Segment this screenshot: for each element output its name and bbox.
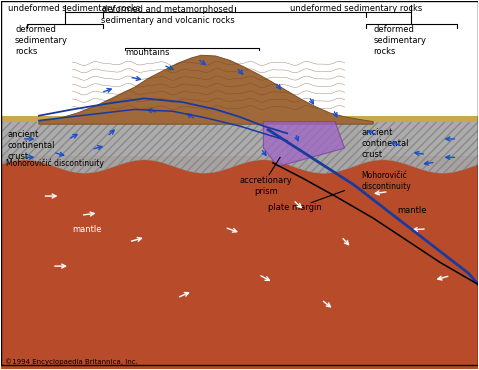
Polygon shape [263, 122, 344, 166]
Text: plate margin: plate margin [268, 204, 321, 212]
Polygon shape [287, 116, 479, 122]
Text: deformed and metamorphosed
sedimentary and volcanic rocks: deformed and metamorphosed sedimentary a… [101, 5, 235, 25]
Text: deformed
sedimentary
rocks: deformed sedimentary rocks [373, 25, 426, 56]
Text: deformed
sedimentary
rocks: deformed sedimentary rocks [15, 25, 68, 56]
Text: Mohorovičić
discontinuity: Mohorovičić discontinuity [361, 171, 411, 191]
Text: Mohorovičić discontinuity: Mohorovičić discontinuity [6, 158, 104, 168]
Polygon shape [0, 116, 359, 122]
Polygon shape [0, 155, 479, 369]
Polygon shape [39, 55, 373, 124]
Text: ©1994 Encyclopaedia Britannica, Inc.: ©1994 Encyclopaedia Britannica, Inc. [4, 358, 137, 365]
Text: undeformed sedimentary rocks: undeformed sedimentary rocks [8, 4, 140, 13]
Polygon shape [287, 122, 479, 173]
Text: mantle: mantle [397, 206, 427, 215]
Text: ancient
continental
crust: ancient continental crust [8, 130, 56, 161]
Text: undeformed sedimentary rocks: undeformed sedimentary rocks [290, 4, 422, 13]
Text: mantle: mantle [72, 225, 102, 234]
Polygon shape [0, 122, 359, 173]
Text: accretionary
prism: accretionary prism [240, 176, 292, 196]
Text: ancient
continental
crust: ancient continental crust [361, 128, 409, 159]
Text: mountains: mountains [125, 48, 170, 57]
